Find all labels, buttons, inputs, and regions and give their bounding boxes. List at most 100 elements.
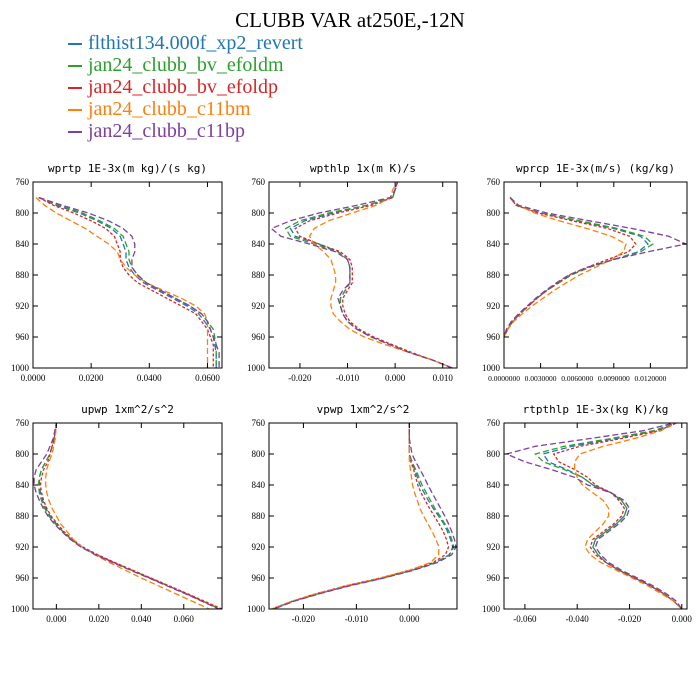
x-tick-label: 0.0600 (195, 373, 220, 383)
chart-panel: wpthlp 1x(m K)/s 760 800 840 880 920 960 1000 -0… (247, 162, 458, 383)
y-tick-label: 840 (16, 239, 30, 249)
x-tick-label: -0.010 (345, 614, 369, 624)
y-tick-label: 1000 (247, 363, 266, 373)
panel-title: vpwp 1xm^2/s^2 (317, 403, 410, 416)
y-tick-label: 880 (252, 270, 266, 280)
y-tick-label: 1000 (11, 363, 30, 373)
series-line (504, 197, 637, 338)
series-group (271, 423, 457, 609)
legend: flthist134.000f_xp2_revert jan24_clubb_b… (68, 32, 303, 142)
legend-label: flthist134.000f_xp2_revert (88, 32, 303, 54)
y-tick-label: 800 (16, 449, 30, 459)
y-tick-label: 840 (252, 480, 266, 490)
series-line (504, 197, 627, 338)
y-tick-label: 920 (16, 542, 30, 552)
y-tick-label: 880 (252, 511, 266, 521)
legend-label: jan24_clubb_c11bm (88, 98, 251, 120)
panel-title: rtpthlp 1E-3x(kg K)/kg (523, 403, 669, 416)
x-tick-label: 0.060 (174, 614, 195, 624)
x-tick-label: -0.010 (336, 373, 360, 383)
y-tick-label: 800 (487, 449, 501, 459)
series-group (504, 197, 687, 338)
x-tick-label: 0.0000000 (488, 374, 520, 383)
series-line (504, 423, 683, 609)
x-tick-label: -0.020 (288, 373, 312, 383)
series-line (39, 423, 222, 609)
y-tick-label: 960 (487, 573, 501, 583)
series-line (284, 182, 453, 368)
chart-panel: wprcp 1E-3x(m/s) (kg/kg) 760 800 840 880 920 9… (482, 162, 688, 383)
x-tick-label: 0.010 (433, 373, 454, 383)
series-group (270, 182, 453, 368)
y-tick-label: 960 (16, 573, 30, 583)
legend-swatch (68, 65, 82, 68)
y-tick-label: 960 (252, 573, 266, 583)
panel-title: wprcp 1E-3x(m/s) (kg/kg) (516, 162, 675, 175)
legend-label: jan24_clubb_bv_efoldp (88, 76, 278, 98)
legend-item: flthist134.000f_xp2_revert (68, 32, 303, 54)
x-tick-label: 0.000 (672, 614, 693, 624)
y-tick-label: 960 (16, 332, 30, 342)
x-tick-label: 0.0030000 (525, 374, 557, 383)
series-line (272, 423, 455, 609)
legend-swatch (68, 131, 82, 134)
y-tick-label: 1000 (482, 604, 501, 614)
plot-frame (503, 422, 688, 610)
y-tick-label: 840 (487, 239, 501, 249)
y-tick-label: 1000 (11, 604, 30, 614)
x-tick-label: 0.0090000 (598, 374, 630, 383)
series-line (45, 423, 210, 609)
legend-item: jan24_clubb_bv_efoldp (68, 76, 303, 98)
plot-frame (503, 181, 688, 369)
x-tick-label: 0.0060000 (561, 374, 593, 383)
y-tick-label: 960 (487, 332, 501, 342)
y-tick-label: 920 (487, 542, 501, 552)
x-tick-label: 0.000 (399, 614, 420, 624)
series-line (542, 423, 683, 609)
x-tick-label: 0.0400 (137, 373, 162, 383)
x-tick-label: -0.040 (566, 614, 590, 624)
series-line (37, 423, 221, 609)
series-line (38, 196, 214, 368)
plot-frame (32, 181, 223, 369)
y-tick-label: 920 (16, 301, 30, 311)
x-tick-label: 0.000 (385, 373, 406, 383)
y-tick-label: 760 (252, 418, 266, 428)
y-tick-label: 920 (487, 301, 501, 311)
chart-panel: upwp 1xm^2/s^2 760 800 840 880 920 960 1000 0.00… (11, 403, 223, 624)
x-tick-label: 0.040 (131, 614, 152, 624)
legend-item: jan24_clubb_bv_efoldm (68, 54, 303, 76)
x-tick-label: -0.060 (513, 614, 537, 624)
series-line (272, 423, 454, 609)
chart-panel: vpwp 1xm^2/s^2 760 800 840 880 920 960 1000 -0.0… (247, 403, 458, 624)
y-tick-label: 760 (16, 418, 30, 428)
x-tick-label: 0.0120000 (634, 374, 666, 383)
y-tick-label: 840 (252, 239, 266, 249)
legend-label: jan24_clubb_bv_efoldm (88, 54, 284, 76)
series-line (271, 423, 440, 609)
y-tick-label: 760 (16, 177, 30, 187)
series-line (273, 423, 457, 609)
series-line (573, 423, 683, 609)
y-tick-label: 1000 (247, 604, 266, 614)
x-tick-label: 0.0000 (21, 373, 46, 383)
y-tick-label: 960 (252, 332, 266, 342)
series-line (38, 423, 221, 609)
series-group (35, 196, 220, 368)
series-line (38, 196, 217, 368)
series-line (504, 197, 687, 338)
y-tick-label: 840 (487, 480, 501, 490)
series-line (294, 182, 453, 368)
series-line (38, 196, 220, 368)
series-line (504, 197, 649, 338)
legend-item: jan24_clubb_c11bp (68, 120, 303, 142)
x-tick-label: -0.020 (618, 614, 642, 624)
series-line (504, 197, 654, 338)
y-tick-label: 800 (252, 208, 266, 218)
x-tick-label: 0.0200 (79, 373, 104, 383)
panel-title: upwp 1xm^2/s^2 (81, 403, 174, 416)
legend-item: jan24_clubb_c11bm (68, 98, 303, 120)
series-line (35, 197, 209, 368)
series-line (271, 423, 450, 609)
